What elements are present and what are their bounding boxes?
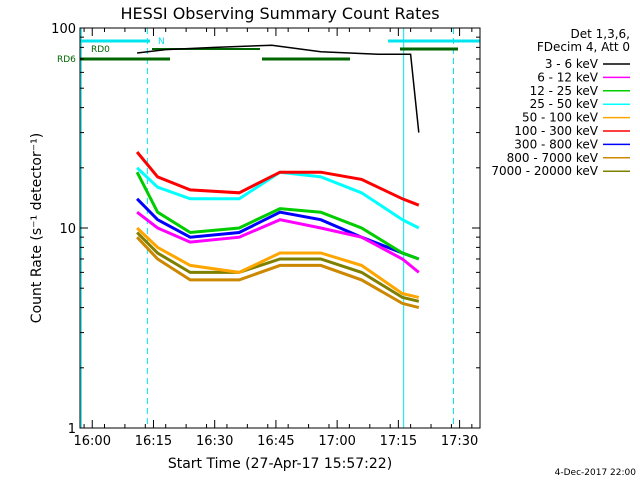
axes: 16:00 16:15 16:30 16:45 17:00 17:15 17:30 1 10 10… xyxy=(51,22,480,449)
series-line xyxy=(136,231,420,303)
chart-title: HESSI Observing Summary Count Rates xyxy=(120,4,439,23)
x-tick-label: 16:00 xyxy=(74,434,111,449)
x-tick-label: 16:45 xyxy=(257,434,294,449)
flag-label-rd0: RD0 xyxy=(91,45,110,55)
flag-label-n: N xyxy=(158,37,165,47)
series-line xyxy=(137,44,420,133)
legend-entry-label: 7000 - 20000 keV xyxy=(491,164,598,178)
y-tick-label: 1 xyxy=(68,422,76,437)
series-line xyxy=(136,236,420,310)
y-axis-label: Count Rate (s⁻¹ detector⁻¹) xyxy=(29,133,45,323)
plot-area: RD0 RD6 N xyxy=(57,28,480,428)
legend-entry-label: 6 - 12 keV xyxy=(537,70,599,84)
legend-entry-label: 50 - 100 keV xyxy=(522,111,599,125)
legend-entry-label: 12 - 25 keV xyxy=(530,84,599,98)
footer-date: 4-Dec-2017 22:00 xyxy=(555,468,637,478)
legend-entry-label: 300 - 800 keV xyxy=(514,137,598,151)
x-tick-label: 17:00 xyxy=(318,434,355,449)
x-tick-label: 16:15 xyxy=(135,434,172,449)
x-tick-label: 17:15 xyxy=(380,434,417,449)
legend-entry-label: 3 - 6 keV xyxy=(545,57,599,71)
legend-entry-label: 800 - 7000 keV xyxy=(507,151,599,165)
legend-header: Det 1,3,6, xyxy=(571,27,631,41)
series-line xyxy=(135,171,420,261)
x-tick-label: 16:30 xyxy=(196,434,233,449)
legend-header: FDecim 4, Att 0 xyxy=(537,40,630,54)
series-line xyxy=(136,211,420,274)
plot-frame xyxy=(79,27,481,429)
flag-label-rd6: RD6 xyxy=(57,55,76,65)
y-axis-label-text: Count Rate (s⁻¹ detector⁻¹) xyxy=(29,133,45,323)
x-axis-label: Start Time (27-Apr-17 15:57:22) xyxy=(168,456,392,472)
series-line xyxy=(135,151,420,207)
x-tick-label: 17:30 xyxy=(441,434,478,449)
legend-entry-label: 25 - 50 keV xyxy=(530,97,599,111)
series-line xyxy=(136,226,420,299)
y-tick-label: 10 xyxy=(59,222,76,237)
legend-entry-label: 100 - 300 keV xyxy=(514,124,598,138)
series-line xyxy=(136,197,420,261)
y-tick-label: 100 xyxy=(51,22,76,37)
